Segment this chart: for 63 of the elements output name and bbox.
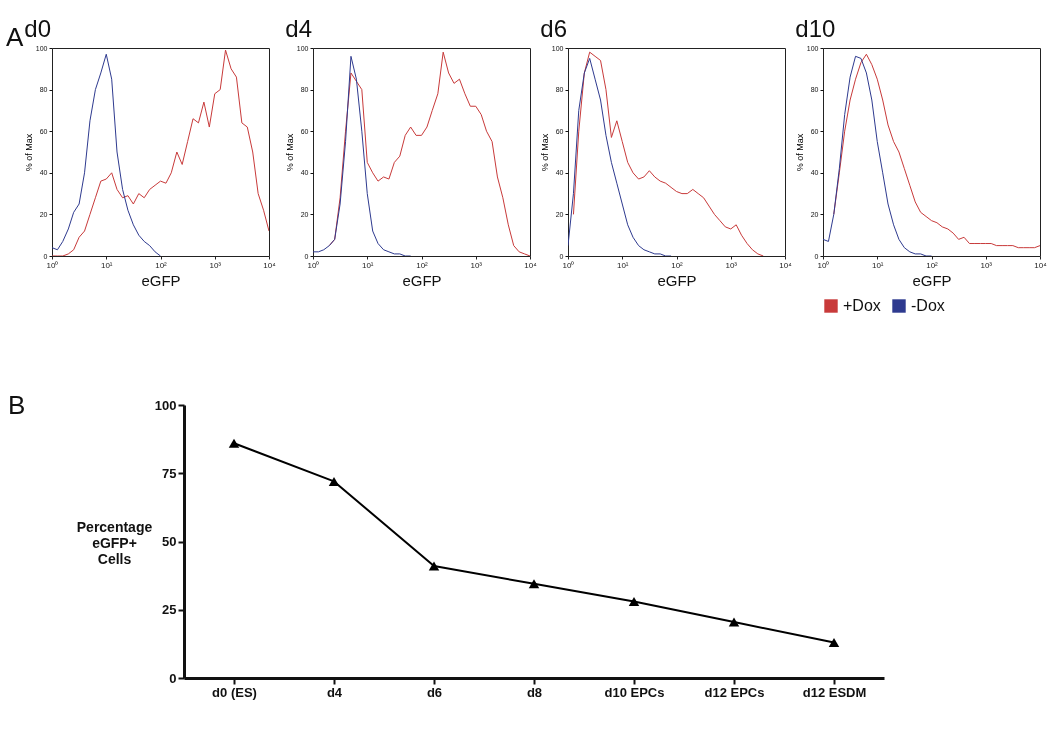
x-axis-title: eGFP [141, 271, 181, 289]
x-tick-label: 10⁴ [263, 260, 277, 270]
x-tick-label: 10⁰ [46, 260, 59, 270]
y-tick-label: 75 [162, 465, 177, 481]
line-series [52, 53, 161, 256]
text: B [8, 390, 26, 421]
x-tick-label: 10³ [209, 260, 222, 270]
x-tick-label: 10³ [980, 260, 993, 270]
x-tick-label: d8 [526, 684, 543, 700]
x-tick-label: d4 [326, 684, 343, 700]
x-tick-label: 10¹ [361, 260, 374, 270]
x-axis-title: eGFP [657, 271, 697, 289]
point [328, 476, 340, 486]
line-series [833, 53, 1040, 249]
x-tick-label: 10² [671, 260, 684, 270]
x-tick-label: 10¹ [616, 260, 629, 270]
line-series [823, 55, 932, 256]
y-axis-title: % of Max [539, 133, 550, 172]
y-axis-title: % of Max [794, 133, 805, 172]
point [828, 637, 840, 648]
x-axis-title: eGFP [402, 271, 442, 289]
line-series [568, 57, 672, 256]
x-tick-label: 10⁴ [1034, 260, 1048, 270]
chart-title: d4 [285, 15, 313, 42]
legend-label: -Dox [911, 297, 945, 314]
y-axis-title: Percentage eGFP+ Cells [76, 518, 153, 567]
point [528, 579, 540, 589]
y-axis-title: % of Max [284, 133, 295, 172]
x-tick-label: 10⁴ [779, 260, 793, 270]
x-tick-label: 10³ [725, 260, 738, 270]
x-tick-label: 10⁰ [817, 260, 830, 270]
y-tick-label: 50 [162, 534, 177, 549]
chart-title: d0 [24, 15, 52, 42]
x-tick-label: d0 (ES) [212, 684, 257, 700]
x-tick-label: 10¹ [871, 260, 884, 270]
line-series [572, 51, 764, 256]
point [428, 561, 440, 571]
x-tick-label: d10 EPCs [604, 684, 665, 700]
x-tick-label: 10³ [470, 260, 483, 270]
x-tick-label: d12 ESDM [802, 684, 867, 700]
x-tick-label: 10² [926, 260, 939, 270]
y-axis-title: % of Max [23, 133, 34, 172]
point [228, 438, 240, 448]
line-series [52, 49, 269, 256]
text: A [6, 22, 24, 53]
point [728, 617, 740, 627]
x-tick-label: 10² [416, 260, 429, 270]
legend-label: +Dox [843, 297, 881, 314]
chart-title: d10 [795, 15, 836, 42]
x-tick-label: 10⁴ [524, 260, 538, 270]
x-axis-title: eGFP [912, 271, 952, 289]
x-tick-label: 10² [155, 260, 168, 270]
x-tick-label: d6 [426, 684, 443, 700]
y-tick-label: 0 [169, 670, 177, 686]
y-tick-label: 100 [154, 397, 177, 413]
x-tick-label: 10¹ [100, 260, 113, 270]
line-series [313, 55, 412, 256]
chart-title: d6 [540, 15, 568, 42]
point [628, 597, 640, 607]
y-tick-label: 25 [162, 602, 177, 618]
x-tick-label: d12 EPCs [704, 684, 765, 700]
x-tick-label: 10⁰ [307, 260, 320, 270]
x-tick-label: 10⁰ [562, 260, 575, 270]
